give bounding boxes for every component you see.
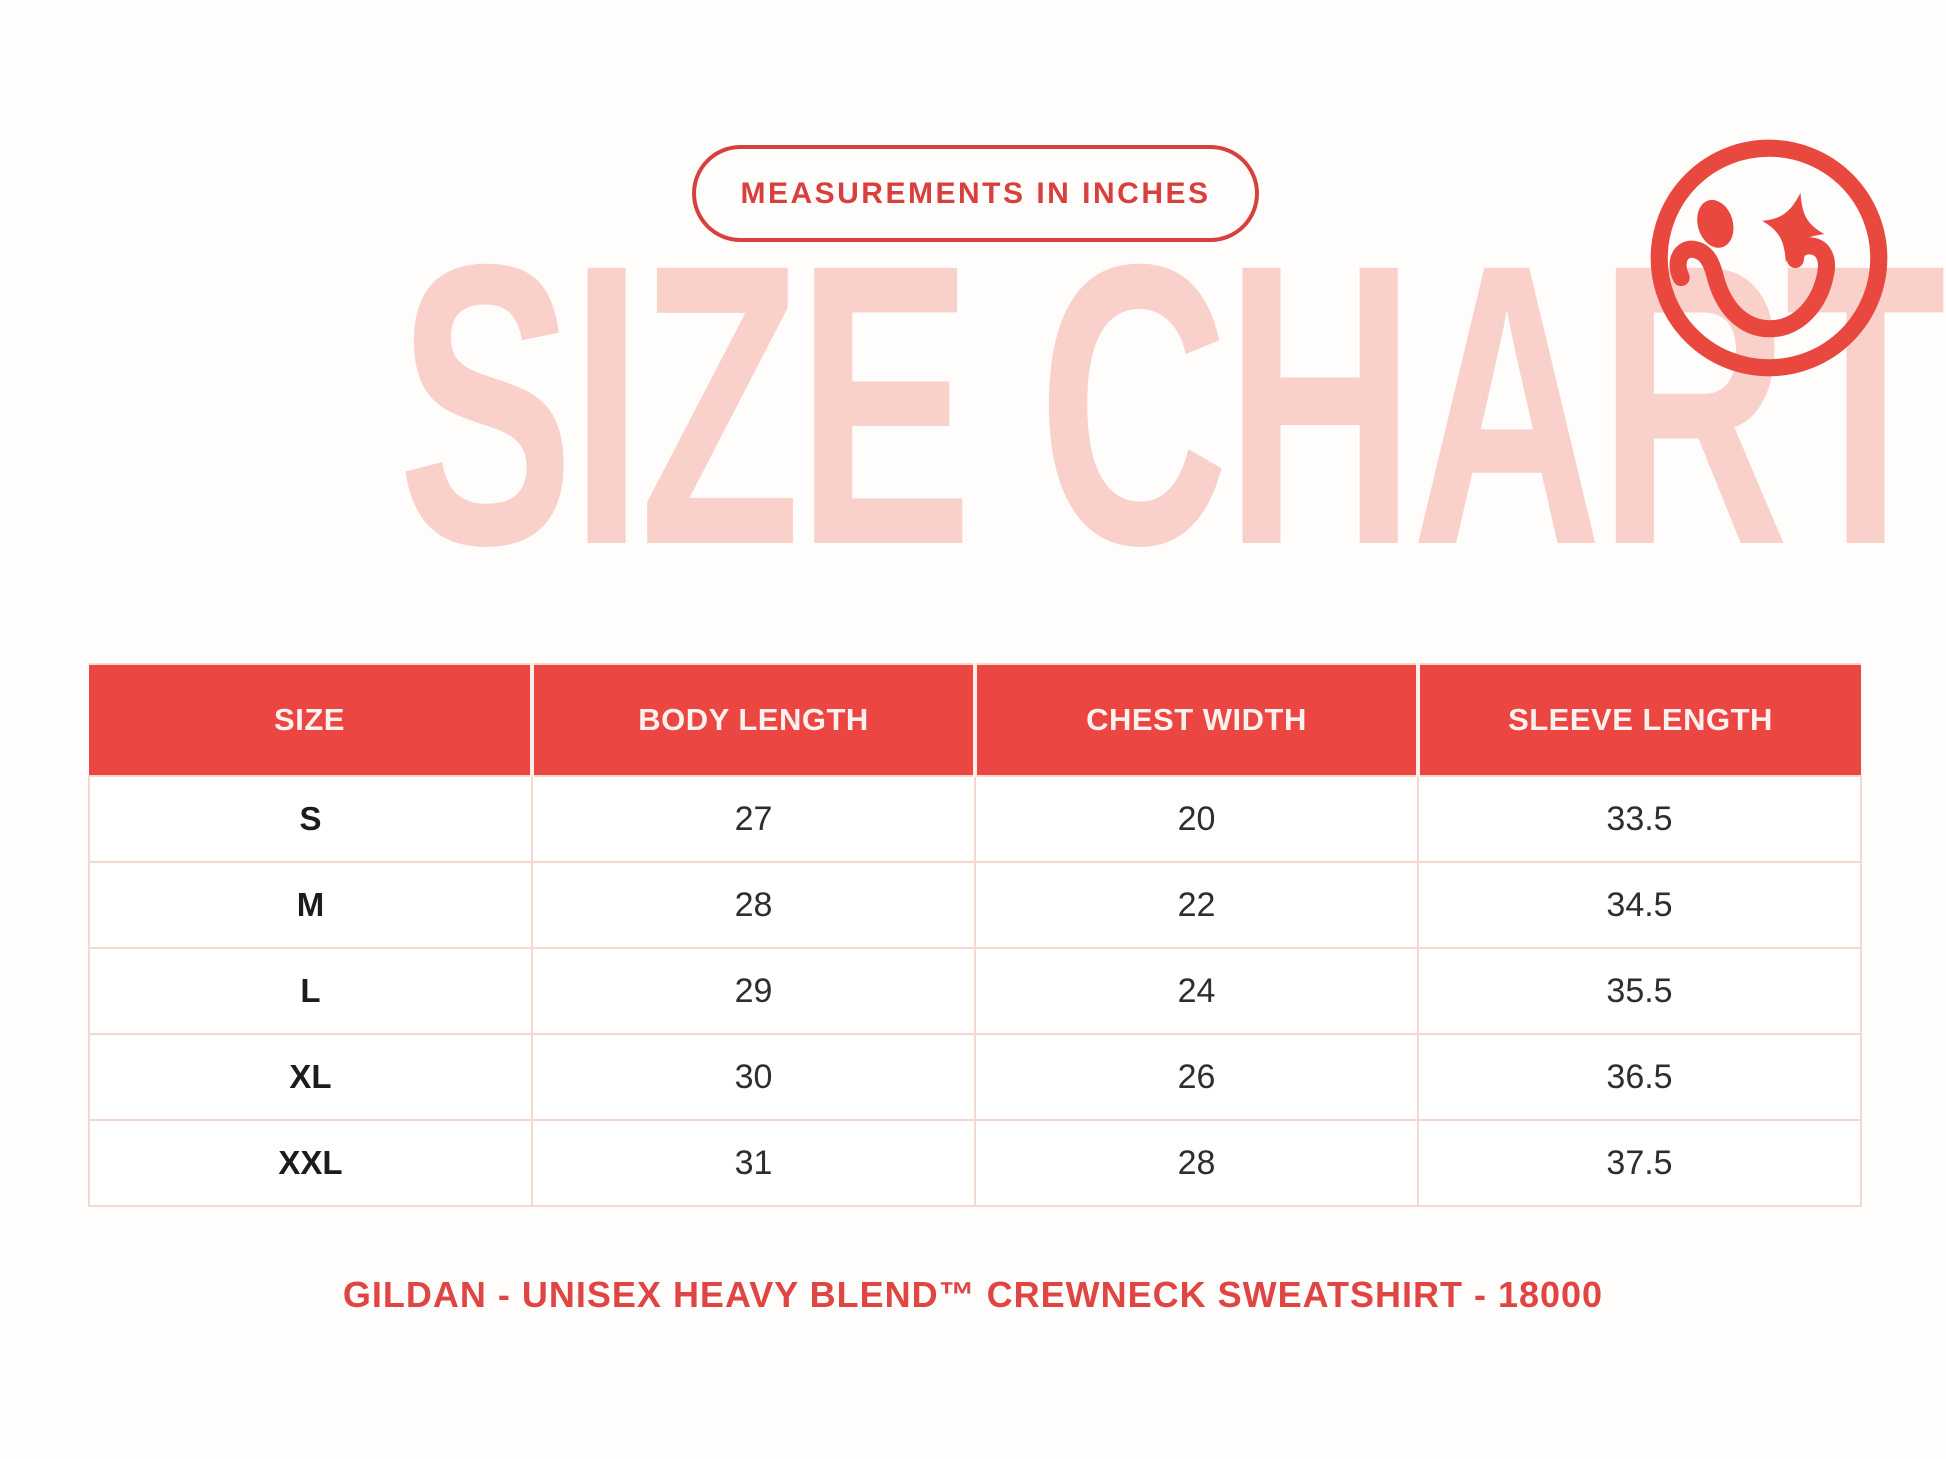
size-label: M: [88, 861, 533, 949]
body-length-value: 27: [531, 775, 976, 863]
size-label: XL: [88, 1033, 533, 1121]
column-header-sleeve-length: SLEEVE LENGTH: [1418, 663, 1861, 776]
table-row: S 27 20 33.5: [88, 775, 1862, 863]
chest-width-value: 26: [974, 1033, 1419, 1121]
size-label: L: [88, 947, 533, 1035]
table-row: XL 30 26 36.5: [88, 1033, 1862, 1121]
table-header-row: SIZE BODY LENGTH CHEST WIDTH SLEEVE LENG…: [89, 663, 1861, 776]
body-length-value: 31: [531, 1119, 976, 1207]
sleeve-length-value: 35.5: [1417, 947, 1862, 1035]
page-title-wrap: SIZE CHART: [0, 205, 1946, 605]
chest-width-value: 22: [974, 861, 1419, 949]
table-row: M 28 22 34.5: [88, 861, 1862, 949]
measurements-badge-label: MEASUREMENTS IN INCHES: [740, 176, 1211, 210]
column-header-body-length: BODY LENGTH: [532, 663, 977, 776]
body-length-value: 28: [531, 861, 976, 949]
table-row: L 29 24 35.5: [88, 947, 1862, 1035]
body-length-value: 29: [531, 947, 976, 1035]
product-name-text: GILDAN - UNISEX HEAVY BLEND™ CREWNECK SW…: [342, 1274, 1604, 1315]
chest-width-value: 20: [974, 775, 1419, 863]
measurements-badge: MEASUREMENTS IN INCHES: [692, 145, 1259, 242]
size-label: S: [88, 775, 533, 863]
size-table-header: SIZE BODY LENGTH CHEST WIDTH SLEEVE LENG…: [89, 663, 1861, 776]
chest-width-value: 24: [974, 947, 1419, 1035]
page-title: SIZE CHART: [397, 181, 1946, 628]
sleeve-length-value: 34.5: [1417, 861, 1862, 949]
column-header-size: SIZE: [89, 663, 534, 776]
table-row: XXL 31 28 37.5: [88, 1119, 1862, 1207]
size-table: SIZE BODY LENGTH CHEST WIDTH SLEEVE LENG…: [88, 663, 1862, 1207]
sleeve-length-value: 36.5: [1417, 1033, 1862, 1121]
column-header-chest-width: CHEST WIDTH: [975, 663, 1420, 776]
product-footer: GILDAN - UNISEX HEAVY BLEND™ CREWNECK SW…: [0, 1274, 1946, 1316]
sleeve-length-value: 33.5: [1417, 775, 1862, 863]
body-length-value: 30: [531, 1033, 976, 1121]
winking-smiley-icon: [1647, 136, 1891, 380]
sleeve-length-value: 37.5: [1417, 1119, 1862, 1207]
chest-width-value: 28: [974, 1119, 1419, 1207]
size-table-body: S 27 20 33.5 M 28 22 34.5 L 29 24 35.5 X…: [88, 775, 1862, 1207]
size-label: XXL: [88, 1119, 533, 1207]
